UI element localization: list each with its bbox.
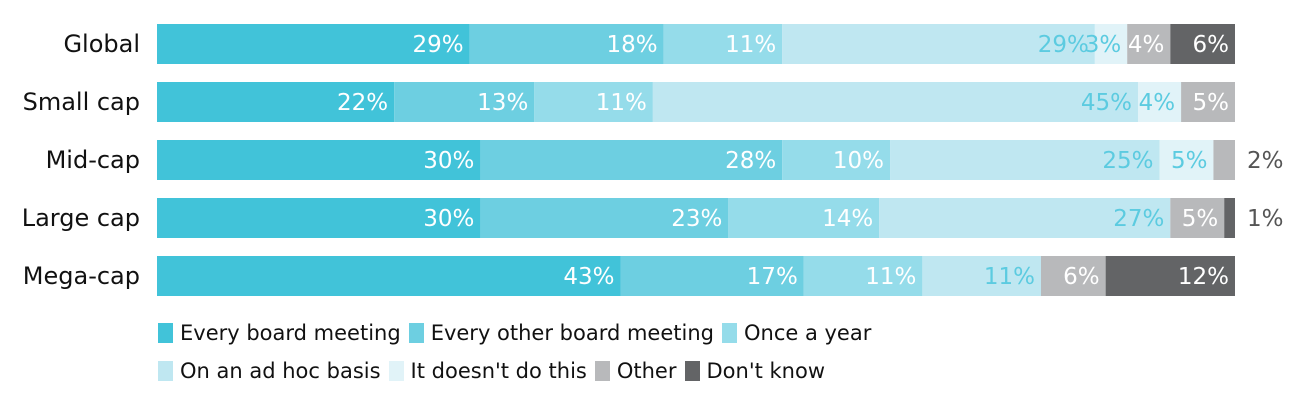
bar-segment [782, 24, 1095, 64]
bar-segment [782, 140, 891, 180]
data-label: 11% [596, 90, 647, 116]
category-label: Mid-cap [46, 146, 140, 174]
data-label: 28% [725, 148, 776, 174]
legend-label: Every board meeting [180, 321, 401, 345]
category-label: Mega-cap [23, 262, 140, 290]
bar-segment [157, 82, 395, 122]
data-label: 5% [1182, 206, 1219, 232]
data-label: 6% [1193, 32, 1230, 58]
legend-swatch [594, 361, 610, 381]
data-label: 5% [1171, 148, 1208, 174]
bar-segment [157, 256, 621, 296]
legend-item-on-an-ad-hoc-basis: On an ad hoc basis [158, 359, 381, 383]
data-label: 5% [1193, 90, 1230, 116]
bar-segment [620, 256, 804, 296]
data-label: 18% [607, 32, 658, 58]
bar-segment [1170, 198, 1225, 238]
data-label: 23% [671, 206, 722, 232]
legend-swatch [721, 323, 737, 343]
bar-segment [1224, 198, 1235, 238]
legend-row-1: Every board meeting Every other board me… [158, 320, 1258, 346]
bar-segment [1094, 24, 1128, 64]
legend-item-dont-know: Don't know [684, 359, 826, 383]
bar-segment [1040, 256, 1106, 296]
bar-segment [1137, 82, 1182, 122]
data-label: 17% [747, 264, 798, 290]
bar-segment [1127, 24, 1171, 64]
data-label: 2% [1247, 148, 1284, 174]
data-label: 27% [1113, 206, 1164, 232]
data-label: 45% [1081, 90, 1132, 116]
legend-swatch [408, 323, 424, 343]
legend-label: Don't know [706, 359, 826, 383]
data-label: 43% [563, 264, 614, 290]
bar-segment [1181, 82, 1235, 122]
category-label: Large cap [22, 204, 140, 232]
legend-label: On an ad hoc basis [180, 359, 381, 383]
bar-segment [728, 198, 880, 238]
data-label: 25% [1102, 148, 1153, 174]
legend-swatch [158, 361, 173, 381]
legend-label: Other [616, 359, 677, 383]
bar-segment [157, 140, 481, 180]
data-label: 22% [337, 90, 388, 116]
legend-label: Once a year [743, 321, 872, 345]
data-label: 11% [984, 264, 1035, 290]
bar-segment [157, 198, 481, 238]
legend-swatch [158, 323, 173, 343]
bar-segment [1159, 140, 1214, 180]
bar-segment [394, 82, 535, 122]
legend: Every board meeting Every other board me… [158, 320, 1258, 396]
legend-item-other: Other [594, 359, 677, 383]
bar-segment [469, 24, 664, 64]
legend-row-2: On an ad hoc basis It doesn't do this Ot… [158, 358, 1258, 384]
bar-segment [922, 256, 1041, 296]
legend-item-every-other-board-meeting: Every other board meeting [408, 321, 714, 345]
data-label: 4% [1139, 90, 1176, 116]
data-label: 13% [477, 90, 528, 116]
data-label: 12% [1178, 264, 1229, 290]
bar-segment [1213, 140, 1235, 180]
stacked-bar-chart: Global 29% 18% 11% 29%3% 4% 6%Small cap 22% 13% 1… [22, 24, 1284, 296]
data-label: 4% [1128, 32, 1165, 58]
data-label: 29% [1038, 32, 1089, 58]
legend-item-it-doesnt-do-this: It doesn't do this [388, 359, 587, 383]
bar-segment [1170, 24, 1235, 64]
data-label: 30% [423, 206, 474, 232]
bar-segment [480, 198, 729, 238]
bar-segment [1105, 256, 1235, 296]
legend-label: Every other board meeting [430, 321, 714, 345]
bar-segment [803, 256, 923, 296]
category-label: Global [63, 30, 140, 58]
legend-label: It doesn't do this [410, 359, 587, 383]
data-label: 10% [833, 148, 884, 174]
legend-item-every-board-meeting: Every board meeting [158, 321, 401, 345]
bar-segment [534, 82, 653, 122]
data-label: 3% [1085, 32, 1122, 58]
bar-segment [879, 198, 1171, 238]
data-label: 1% [1247, 206, 1284, 232]
category-label: Small cap [23, 88, 140, 116]
data-label: 11% [725, 32, 776, 58]
bar-segment [480, 140, 783, 180]
data-label: 14% [822, 206, 873, 232]
legend-swatch [684, 361, 700, 381]
data-label: 30% [423, 148, 474, 174]
legend-swatch [388, 361, 404, 381]
legend-item-once-a-year: Once a year [721, 321, 872, 345]
data-label: 11% [865, 264, 916, 290]
data-label: 29% [412, 32, 463, 58]
bar-segment [890, 140, 1160, 180]
bar-segment [157, 24, 470, 64]
bar-segment [663, 24, 783, 64]
data-label: 6% [1063, 264, 1100, 290]
bar-segment [652, 82, 1138, 122]
